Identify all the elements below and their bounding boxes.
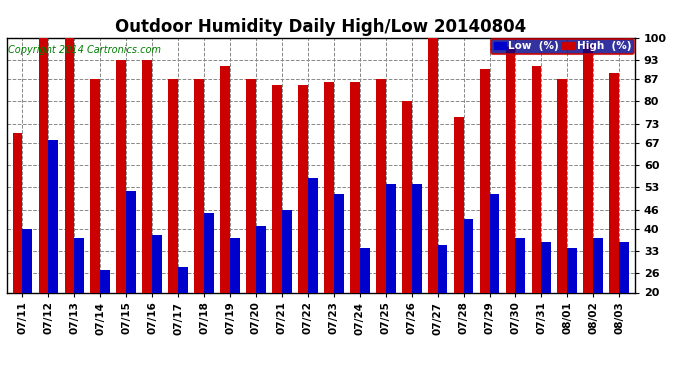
Bar xyxy=(489,194,500,292)
Bar xyxy=(584,44,593,292)
Bar xyxy=(64,38,75,292)
Bar xyxy=(593,238,603,292)
Bar xyxy=(542,242,551,292)
Bar xyxy=(412,184,422,292)
Bar xyxy=(39,38,48,292)
Bar xyxy=(204,213,214,292)
Bar xyxy=(230,238,240,292)
Bar xyxy=(334,194,344,292)
Bar xyxy=(100,270,110,292)
Bar xyxy=(350,82,359,292)
Bar xyxy=(246,79,256,292)
Bar xyxy=(126,190,136,292)
Bar xyxy=(23,229,32,292)
Bar xyxy=(194,79,204,292)
Bar xyxy=(324,82,334,292)
Legend: Low  (%), High  (%): Low (%), High (%) xyxy=(491,39,633,54)
Bar xyxy=(142,60,152,292)
Bar xyxy=(256,226,266,292)
Bar xyxy=(480,69,489,292)
Bar xyxy=(437,245,448,292)
Bar xyxy=(567,248,578,292)
Bar xyxy=(402,101,412,292)
Bar xyxy=(282,210,292,292)
Bar xyxy=(386,184,395,292)
Bar xyxy=(558,79,567,292)
Bar xyxy=(376,79,386,292)
Bar xyxy=(12,133,23,292)
Title: Outdoor Humidity Daily High/Low 20140804: Outdoor Humidity Daily High/Low 20140804 xyxy=(115,18,526,36)
Bar xyxy=(454,117,464,292)
Bar xyxy=(531,66,542,292)
Bar xyxy=(359,248,370,292)
Bar xyxy=(515,238,525,292)
Bar xyxy=(48,140,58,292)
Bar xyxy=(308,178,317,292)
Bar xyxy=(168,79,178,292)
Bar xyxy=(464,219,473,292)
Bar xyxy=(428,38,437,292)
Bar xyxy=(90,79,100,292)
Bar xyxy=(75,238,84,292)
Bar xyxy=(152,235,162,292)
Bar xyxy=(506,47,515,292)
Text: Copyright 2014 Cartronics.com: Copyright 2014 Cartronics.com xyxy=(8,45,161,55)
Bar xyxy=(272,86,282,292)
Bar xyxy=(298,86,308,292)
Bar xyxy=(178,267,188,292)
Bar xyxy=(619,242,629,292)
Bar xyxy=(609,73,619,292)
Bar xyxy=(220,66,230,292)
Bar xyxy=(117,60,126,292)
